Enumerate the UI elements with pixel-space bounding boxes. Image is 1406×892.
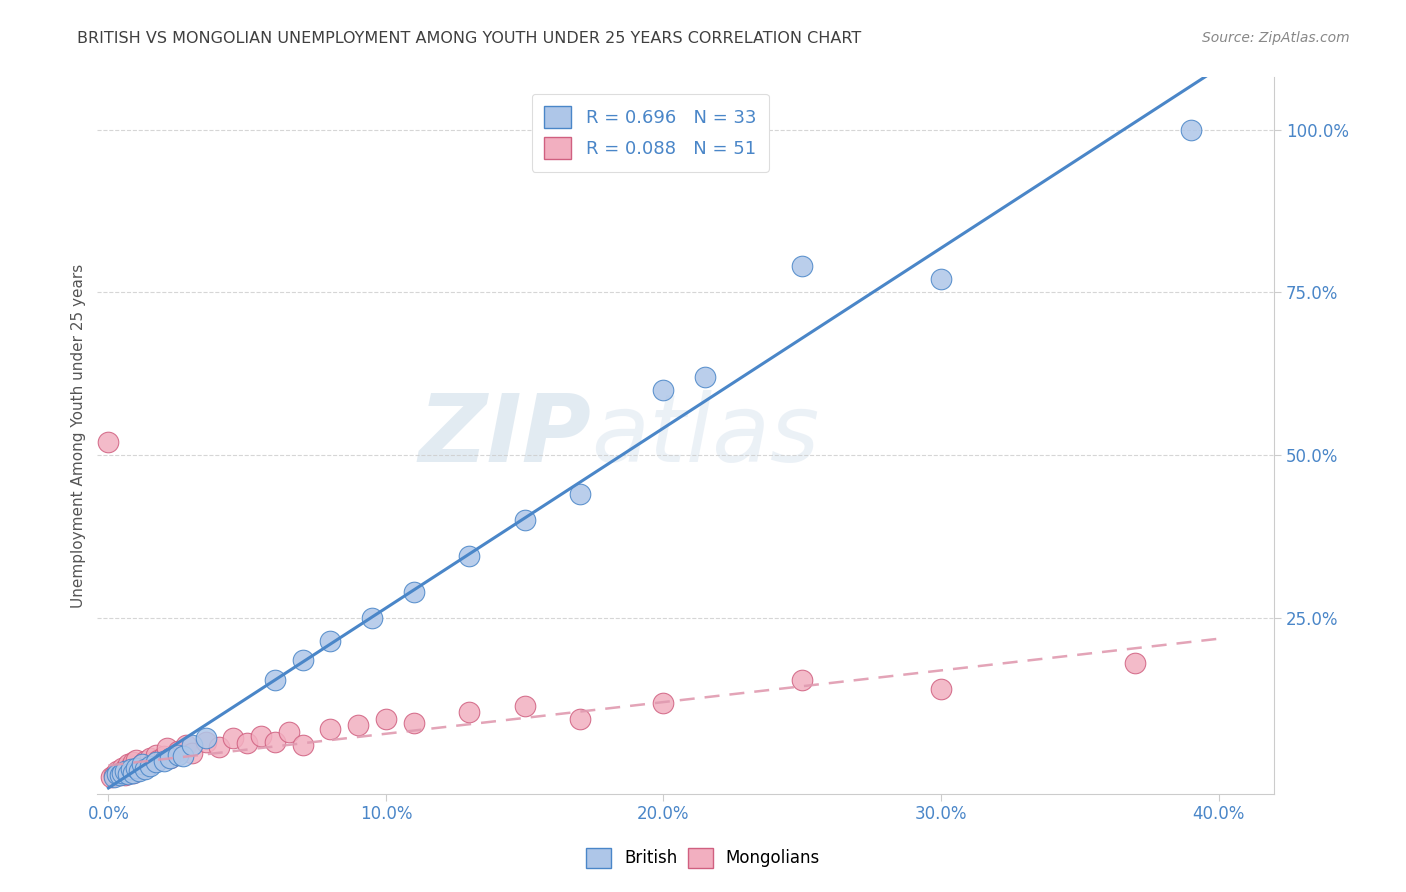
Point (134, 754, 156, 768)
Point (111, 761, 134, 775)
Point (929, 682, 952, 697)
Point (117, 765, 139, 780)
Point (208, 739, 231, 754)
Point (131, 757, 153, 772)
Point (136, 759, 159, 773)
Point (120, 762, 142, 776)
Point (100, 771, 122, 785)
Point (117, 767, 139, 781)
Point (125, 762, 148, 776)
Point (1123, 657, 1146, 671)
Point (114, 768, 136, 782)
Point (347, 718, 370, 732)
Point (114, 764, 136, 778)
Point (458, 549, 481, 563)
Point (139, 751, 162, 765)
Point (125, 753, 148, 767)
Point (222, 731, 245, 746)
Point (236, 736, 259, 750)
Point (291, 653, 314, 667)
Point (120, 759, 142, 773)
Point (277, 724, 299, 739)
Point (375, 712, 398, 726)
Point (145, 747, 167, 762)
Text: BRITISH VS MONGOLIAN UNEMPLOYMENT AMONG YOUTH UNDER 25 YEARS CORRELATION CHART: BRITISH VS MONGOLIAN UNEMPLOYMENT AMONG … (77, 31, 862, 46)
Legend: R = 0.696   N = 33, R = 0.088   N = 51: R = 0.696 N = 33, R = 0.088 N = 51 (531, 94, 769, 172)
Point (148, 753, 170, 767)
Point (652, 696, 675, 710)
Point (153, 754, 176, 768)
Point (166, 744, 188, 758)
Point (693, 370, 716, 384)
Point (250, 730, 273, 744)
Point (122, 765, 145, 780)
Point (402, 716, 425, 731)
Point (792, 673, 814, 687)
Point (114, 762, 136, 776)
Point (194, 731, 217, 746)
Point (103, 771, 125, 785)
Point (128, 761, 150, 775)
Point (105, 767, 128, 781)
Point (134, 762, 156, 776)
Point (108, 768, 131, 782)
Point (105, 767, 128, 781)
Point (139, 759, 162, 773)
Point (264, 734, 287, 748)
Point (458, 706, 481, 720)
Point (361, 611, 384, 625)
Point (142, 756, 165, 770)
Point (122, 765, 145, 780)
Point (97, 435, 120, 450)
Point (122, 756, 145, 770)
Point (159, 751, 181, 765)
Point (117, 757, 139, 772)
Point (172, 748, 194, 763)
Point (792, 260, 814, 274)
Point (319, 722, 342, 736)
Point (131, 757, 153, 772)
Point (929, 272, 952, 286)
Point (108, 768, 131, 782)
Point (180, 738, 202, 752)
Point (180, 747, 202, 761)
Point (174, 738, 197, 752)
Point (120, 764, 142, 778)
Point (103, 768, 125, 782)
Point (145, 756, 167, 770)
Text: Source: ZipAtlas.com: Source: ZipAtlas.com (1202, 31, 1350, 45)
Point (291, 738, 314, 752)
Point (569, 712, 592, 726)
Y-axis label: Unemployment Among Youth under 25 years: Unemployment Among Youth under 25 years (72, 263, 86, 607)
Point (402, 584, 425, 599)
Point (166, 747, 188, 762)
Point (569, 487, 592, 501)
Point (652, 383, 675, 397)
Point (128, 764, 150, 778)
Point (108, 765, 131, 780)
Legend: British, Mongolians: British, Mongolians (579, 841, 827, 875)
Point (1180, 122, 1202, 136)
Point (105, 764, 128, 778)
Point (159, 751, 181, 765)
Point (111, 765, 134, 780)
Point (125, 761, 148, 775)
Point (111, 767, 134, 781)
Point (264, 673, 287, 687)
Point (156, 741, 179, 756)
Point (153, 748, 176, 763)
Point (319, 633, 342, 648)
Text: atlas: atlas (592, 390, 820, 481)
Point (194, 734, 217, 748)
Point (513, 698, 536, 713)
Text: ZIP: ZIP (419, 390, 592, 482)
Point (513, 513, 536, 527)
